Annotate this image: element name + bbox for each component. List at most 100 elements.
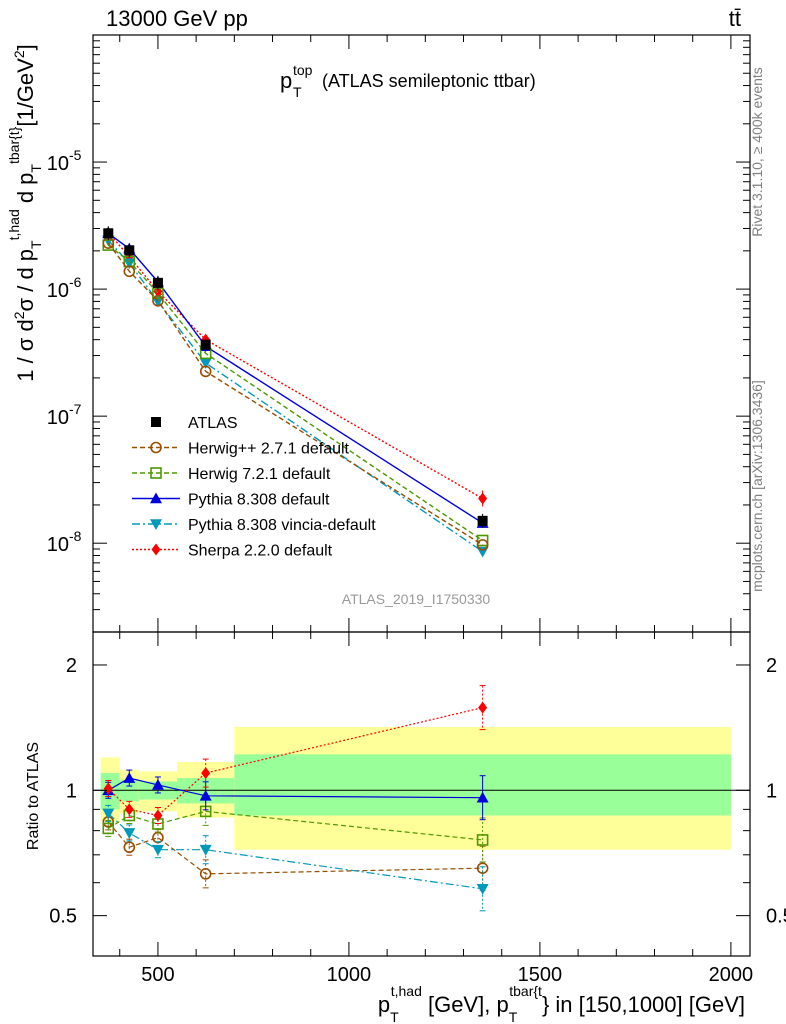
main-point (477, 515, 488, 526)
ratio-ytick-label: 2 (66, 655, 77, 677)
ratio-point (123, 772, 136, 783)
ratio-point (476, 834, 489, 846)
legend-marker (150, 441, 162, 454)
ylabel-part: σ / d p (13, 249, 38, 312)
ratio-point (199, 868, 212, 880)
legend-label: Herwig++ 2.7.1 default (188, 441, 350, 458)
xlabel-sub2: T (509, 1009, 518, 1024)
ratio-point (102, 822, 115, 835)
ratio-point (153, 809, 163, 822)
main-point (103, 228, 114, 239)
ratio-ytick-label-right: 2 (766, 655, 777, 677)
ratio-point (476, 791, 489, 803)
title-rest: (ATLAS semileptonic ttbar) (322, 71, 536, 91)
legend-label: Sherpa 2.2.0 default (188, 543, 333, 560)
main-ylabel: 1 / σ d2σ / d pTt,had d pTtbar{t}[1/GeV2… (6, 44, 44, 382)
main-ylabel-text: 1 / σ d2σ / d pTt,had d pTtbar{t}[1/GeV2… (6, 44, 44, 382)
ratio-point (151, 778, 164, 790)
main-point (476, 539, 489, 551)
analysis-id-label: ATLAS_2019_I1750330 (342, 591, 491, 607)
main-ytick-exp: -7 (69, 401, 82, 417)
process-label: tt̄ (729, 6, 741, 31)
x-axis-label: pTt,had [GeV], pTtbar{t} in [150,1000] [… (378, 983, 745, 1024)
ylabel-part: d p (13, 173, 38, 210)
ratio-ytick-label-right: 1 (766, 780, 777, 802)
ylabel-part: 1 / σ d (13, 319, 38, 382)
ratio-point (123, 828, 136, 839)
main-title: p top T (ATLAS semileptonic ttbar) (280, 62, 536, 100)
ratio-series-line (107, 810, 483, 841)
main-point (124, 245, 135, 256)
ratio-series-line (107, 707, 483, 817)
main-ytick-exp: -8 (69, 528, 82, 544)
ylabel-part: 2 (11, 50, 27, 58)
ratio-point (199, 789, 212, 801)
rivet-version-label: Rivet 3.1.10, ≥ 400k events (749, 67, 765, 237)
legend-marker (150, 492, 162, 504)
x-tick-label: 2000 (709, 964, 754, 986)
ratio-point (478, 701, 488, 714)
ratio-point (124, 803, 134, 816)
main-point (476, 534, 489, 547)
main-ytick-label: 10 (47, 280, 69, 302)
legend-marker (150, 467, 162, 479)
energy-label: 13000 GeV pp (106, 6, 248, 31)
xlabel-sup2: tbar{t (509, 983, 542, 999)
main-point (199, 358, 212, 370)
main-series-line (107, 244, 484, 542)
ratio-point (201, 767, 211, 780)
ratio-ytick-label-right: 0.5 (766, 906, 786, 928)
xlabel-mid: [GeV], p (422, 992, 509, 1017)
ylabel-part: t,had (6, 209, 22, 240)
legend-marker (151, 543, 161, 556)
main-point (152, 277, 163, 288)
ylabel-part: T (28, 164, 44, 173)
ratio-point (151, 844, 164, 856)
ratio-series-3 (102, 804, 489, 912)
ratio-point (102, 808, 115, 820)
ratio-point (199, 844, 212, 856)
main-ytick-label: 10 (47, 534, 69, 556)
main-series-5 (103, 226, 488, 507)
legend-label: ATLAS (188, 415, 238, 432)
main-point (151, 296, 164, 308)
ylabel-part: T (28, 240, 44, 249)
main-series-line (107, 242, 483, 546)
xlabel-p1: p (378, 992, 390, 1017)
legend-label: Pythia 8.308 default (188, 492, 330, 509)
legend-entry: Herwig++ 2.7.1 default (132, 441, 350, 458)
main-point (200, 339, 211, 350)
ratio-point (476, 884, 489, 895)
x-tick-label: 500 (141, 964, 174, 986)
ratio-point (103, 782, 113, 795)
main-ytick-exp: -6 (69, 274, 82, 290)
x-tick-label: 1500 (518, 964, 563, 986)
main-series-line (107, 232, 483, 500)
ratio-ylabel: Ratio to ATLAS (25, 742, 42, 850)
mcplots-label: mcplots.cern.ch [arXiv:1306.3436] (749, 380, 765, 592)
main-point (123, 258, 136, 270)
title-p: p (280, 68, 292, 93)
xlabel-sup1: t,had (391, 983, 422, 999)
main-point (152, 294, 164, 307)
ratio-series-line (107, 812, 483, 890)
title-sup: top (293, 62, 313, 78)
legend-label: Herwig 7.2.1 default (188, 466, 331, 483)
main-series-0 (103, 226, 488, 528)
ratio-ytick-label: 0.5 (49, 906, 77, 928)
ratio-series-4 (103, 685, 488, 824)
legend-marker (150, 519, 162, 530)
ylabel-part: [1/GeV (13, 58, 38, 127)
main-ytick-label: 10 (47, 153, 69, 175)
xlabel-sub1: T (390, 1009, 399, 1024)
ylabel-part: 2 (11, 311, 27, 319)
ylabel-part: tbar{t} (6, 126, 22, 164)
ratio-point (123, 841, 136, 854)
title-sub: T (293, 84, 302, 100)
legend-entry: Pythia 8.308 vincia-default (132, 517, 376, 534)
main-ytick-exp: -5 (69, 147, 82, 163)
legend-entry: Sherpa 2.2.0 default (132, 543, 333, 560)
ratio-frame (92, 631, 751, 957)
legend-entry: Herwig 7.2.1 default (132, 466, 331, 483)
